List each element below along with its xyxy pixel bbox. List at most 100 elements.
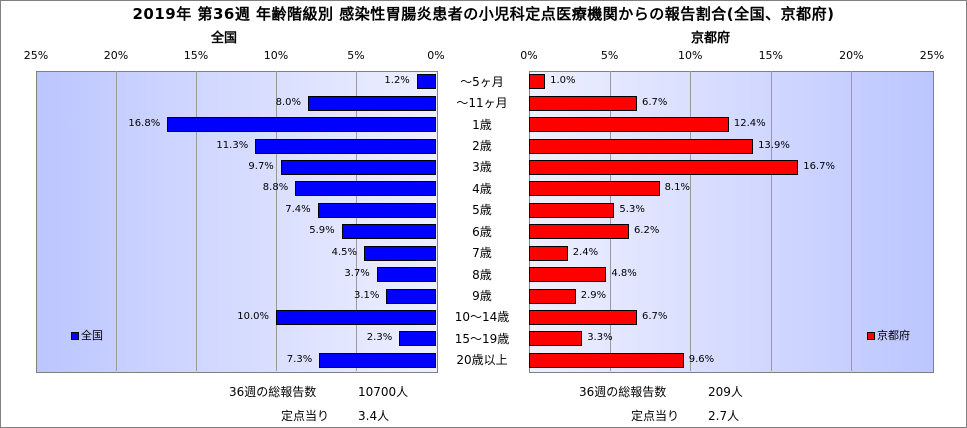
data-label: 1.0% xyxy=(550,75,576,87)
summary-kyoto-reports-label: 36週の総報告数 xyxy=(579,385,667,399)
legend-label-kyoto: 京都府 xyxy=(877,329,910,342)
summary-kyoto-per-site-label: 定点当り xyxy=(631,409,680,423)
data-label: 16.7% xyxy=(803,160,835,172)
bar xyxy=(529,181,660,197)
legend-label-national: 全国 xyxy=(81,329,103,342)
category-label: 6歳 xyxy=(472,224,492,239)
summary-national-per-site-value: 3.4人 xyxy=(358,409,390,423)
legend-kyoto: 京都府 xyxy=(867,327,910,343)
category-label: 1歳 xyxy=(472,117,492,132)
data-label: 6.7% xyxy=(642,310,668,322)
data-label: 13.9% xyxy=(758,139,790,151)
x-tick-label: 5% xyxy=(600,49,619,62)
category-label: 20歳以上 xyxy=(456,353,508,368)
x-tick-label: 15% xyxy=(758,49,784,62)
data-label: 2.4% xyxy=(572,246,599,258)
chart-title: 2019年 第36週 年齢階級別 感染性胃腸炎患者の小児科定点医療機関からの報告… xyxy=(132,5,835,23)
bar xyxy=(376,267,436,283)
summary-kyoto-per-site-value: 2.7人 xyxy=(708,409,740,423)
category-label: 9歳 xyxy=(472,289,492,303)
bar xyxy=(280,159,436,175)
bar xyxy=(308,95,436,111)
data-label: 6.7% xyxy=(642,96,668,108)
data-label: 8.1% xyxy=(664,182,690,194)
data-label: 9.6% xyxy=(688,353,715,365)
x-tick-label: 0% xyxy=(427,49,445,62)
data-label: 7.3% xyxy=(286,353,313,365)
bar xyxy=(364,245,436,261)
summary-national-reports-label: 36週の総報告数 xyxy=(229,385,317,399)
category-label: 4歳 xyxy=(472,181,492,196)
category-label: 2歳 xyxy=(472,139,492,153)
bar xyxy=(529,95,637,111)
bar xyxy=(295,181,436,197)
category-label: ～5ヶ月 xyxy=(460,74,504,89)
data-label: 9.7% xyxy=(248,160,274,172)
category-label: 5歳 xyxy=(472,203,492,218)
category-label: 8歳 xyxy=(472,267,492,282)
x-tick-label: 20% xyxy=(839,49,864,62)
bar xyxy=(529,288,576,304)
category-label: 7歳 xyxy=(472,246,492,261)
bar xyxy=(529,309,637,325)
bar xyxy=(167,117,436,133)
legend-national: 全国 xyxy=(71,327,103,343)
summary-national-reports-value: 10700人 xyxy=(358,385,409,399)
category-label: 10～14歳 xyxy=(454,310,510,325)
data-label: 2.9% xyxy=(580,289,607,301)
data-label: 16.8% xyxy=(128,118,161,130)
data-label: 3.1% xyxy=(354,289,380,301)
data-label: 3.3% xyxy=(587,332,613,344)
data-label: 12.4% xyxy=(733,118,766,130)
bar xyxy=(317,202,436,218)
category-label: 15～19歳 xyxy=(454,331,510,346)
bar xyxy=(529,245,568,261)
bar xyxy=(529,202,615,218)
data-label: 1.2% xyxy=(384,75,410,87)
data-label: 8.0% xyxy=(275,96,301,108)
data-label: 4.5% xyxy=(331,246,357,258)
x-tick-label: 5% xyxy=(347,49,365,62)
bar xyxy=(341,224,436,240)
bar xyxy=(529,331,583,347)
data-label: 5.3% xyxy=(619,203,645,215)
x-tick-label: 15% xyxy=(183,49,209,62)
bar xyxy=(386,288,436,304)
x-tick-label: 20% xyxy=(103,49,129,62)
gridline xyxy=(196,71,197,371)
bar xyxy=(276,309,436,325)
gridline xyxy=(356,71,357,371)
x-tick-label: 10% xyxy=(677,49,703,62)
x-tick-label: 10% xyxy=(263,49,289,62)
data-label: 4.8% xyxy=(611,268,637,280)
bar xyxy=(529,117,729,133)
data-label: 7.4% xyxy=(285,203,311,215)
gridline xyxy=(276,71,277,371)
data-label: 11.3% xyxy=(216,139,249,151)
gridline xyxy=(116,71,117,371)
bar xyxy=(529,224,629,240)
panel-title-kyoto: 京都府 xyxy=(691,31,731,46)
panel-title-national: 全国 xyxy=(211,31,238,46)
summary-kyoto-reports-value: 209人 xyxy=(708,385,743,399)
data-label: 6.2% xyxy=(633,225,660,237)
gridline xyxy=(690,71,692,371)
gridline xyxy=(770,71,772,371)
summary-national-per-site-label: 定点当り xyxy=(281,409,330,423)
bar xyxy=(416,74,436,90)
bar xyxy=(529,74,546,90)
category-label: 3歳 xyxy=(472,160,492,175)
bar xyxy=(529,352,684,368)
legend-swatch-national xyxy=(71,332,79,340)
data-label: 2.3% xyxy=(366,332,393,344)
x-tick-label: 0% xyxy=(520,49,538,62)
bar xyxy=(529,159,799,175)
category-label: ～11ヶ月 xyxy=(456,96,508,111)
gridline xyxy=(851,71,853,371)
data-label: 5.9% xyxy=(309,225,335,237)
bar xyxy=(529,138,754,154)
data-label: 10.0% xyxy=(237,310,269,322)
x-tick-label: 25% xyxy=(919,49,945,62)
bar xyxy=(529,267,607,283)
